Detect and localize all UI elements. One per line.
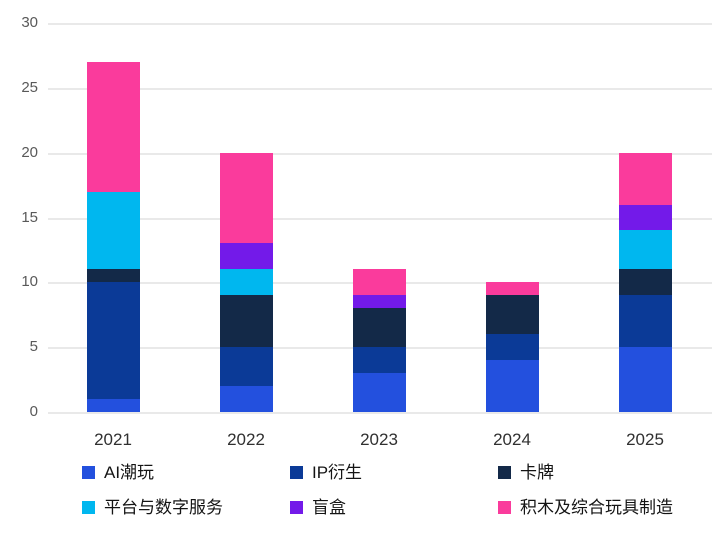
- bar-2025-segment-AI潮玩[interactable]: [618, 347, 672, 412]
- y-tick-label: 25: [21, 78, 38, 96]
- gridline-y-30: [48, 23, 712, 25]
- bar-2024-segment-AI潮玩[interactable]: [485, 360, 539, 412]
- x-tick-label-2025: 2025: [626, 430, 664, 449]
- bar-2021-segment-AI潮玩[interactable]: [86, 399, 140, 412]
- bar-2023-segment-盲盒[interactable]: [352, 295, 406, 309]
- legend-item-AI潮玩[interactable]: AI潮玩: [82, 461, 154, 483]
- x-tick-label-2024: 2024: [493, 430, 531, 449]
- bar-2021-segment-卡牌[interactable]: [86, 269, 140, 283]
- bar-2024-segment-积木及综合玩具制造[interactable]: [485, 282, 539, 296]
- bar-2025-segment-卡牌[interactable]: [618, 269, 672, 296]
- bar-2025-segment-盲盒[interactable]: [618, 204, 672, 231]
- y-tick-label: 20: [21, 143, 38, 161]
- bar-2022-segment-盲盒[interactable]: [219, 243, 273, 270]
- y-tick-label: 0: [29, 402, 38, 420]
- bar-2024-segment-IP衍生[interactable]: [485, 334, 539, 361]
- legend-item-卡牌[interactable]: 卡牌: [498, 461, 554, 483]
- legend-item-盲盒[interactable]: 盲盒: [290, 496, 346, 518]
- gridline-y-25: [48, 87, 712, 90]
- legend-label: AI潮玩: [104, 462, 155, 482]
- x-tick-label-2023: 2023: [360, 430, 398, 449]
- legend-label: 盲盒: [312, 497, 346, 517]
- bar-2021-segment-平台与数字服务[interactable]: [86, 191, 140, 270]
- bar-2022-segment-积木及综合玩具制造[interactable]: [219, 152, 273, 244]
- bar-2023-segment-卡牌[interactable]: [352, 308, 406, 348]
- y-tick-label: 10: [21, 273, 38, 291]
- legend-item-平台与数字服务[interactable]: 平台与数字服务: [82, 496, 223, 518]
- bar-2022-segment-IP衍生[interactable]: [219, 347, 273, 387]
- legend-swatch-icon: [82, 500, 95, 514]
- x-tick-label-2022: 2022: [227, 430, 265, 449]
- legend-label: 平台与数字服务: [104, 497, 223, 517]
- bar-2023-segment-积木及综合玩具制造[interactable]: [352, 269, 406, 296]
- legend-swatch-icon: [82, 465, 95, 479]
- bar-2021-segment-积木及综合玩具制造[interactable]: [86, 61, 140, 192]
- gridline-y-15: [48, 217, 712, 220]
- bar-2024-segment-卡牌[interactable]: [485, 295, 539, 335]
- bar-2021-segment-IP衍生[interactable]: [86, 282, 140, 400]
- bar-2023-segment-IP衍生[interactable]: [352, 347, 406, 374]
- y-tick-label: 15: [21, 208, 38, 226]
- y-tick-label: 30: [21, 13, 38, 31]
- legend-label: IP衍生: [312, 462, 363, 482]
- bar-2022-segment-卡牌[interactable]: [219, 295, 273, 348]
- bar-2025-segment-积木及综合玩具制造[interactable]: [618, 152, 672, 205]
- legend-swatch-icon: [498, 500, 511, 514]
- legend-swatch-icon: [290, 500, 303, 514]
- bar-2022-segment-AI潮玩[interactable]: [219, 386, 273, 412]
- gridline-y-20: [48, 152, 712, 155]
- x-tick-label-2021: 2021: [94, 430, 132, 449]
- bar-2025-segment-平台与数字服务[interactable]: [618, 230, 672, 270]
- legend-swatch-icon: [290, 465, 303, 479]
- legend-item-积木及综合玩具制造[interactable]: 积木及综合玩具制造: [498, 496, 673, 518]
- bar-2025-segment-IP衍生[interactable]: [618, 295, 672, 348]
- y-tick-label: 5: [29, 337, 38, 355]
- legend-label: 卡牌: [520, 462, 554, 482]
- bar-2022-segment-平台与数字服务[interactable]: [219, 269, 273, 296]
- gridline-y-0: [48, 412, 712, 414]
- legend-item-IP衍生[interactable]: IP衍生: [290, 461, 362, 483]
- legend-label: 积木及综合玩具制造: [520, 497, 673, 517]
- legend-swatch-icon: [498, 465, 511, 479]
- bar-2023-segment-AI潮玩[interactable]: [352, 373, 406, 412]
